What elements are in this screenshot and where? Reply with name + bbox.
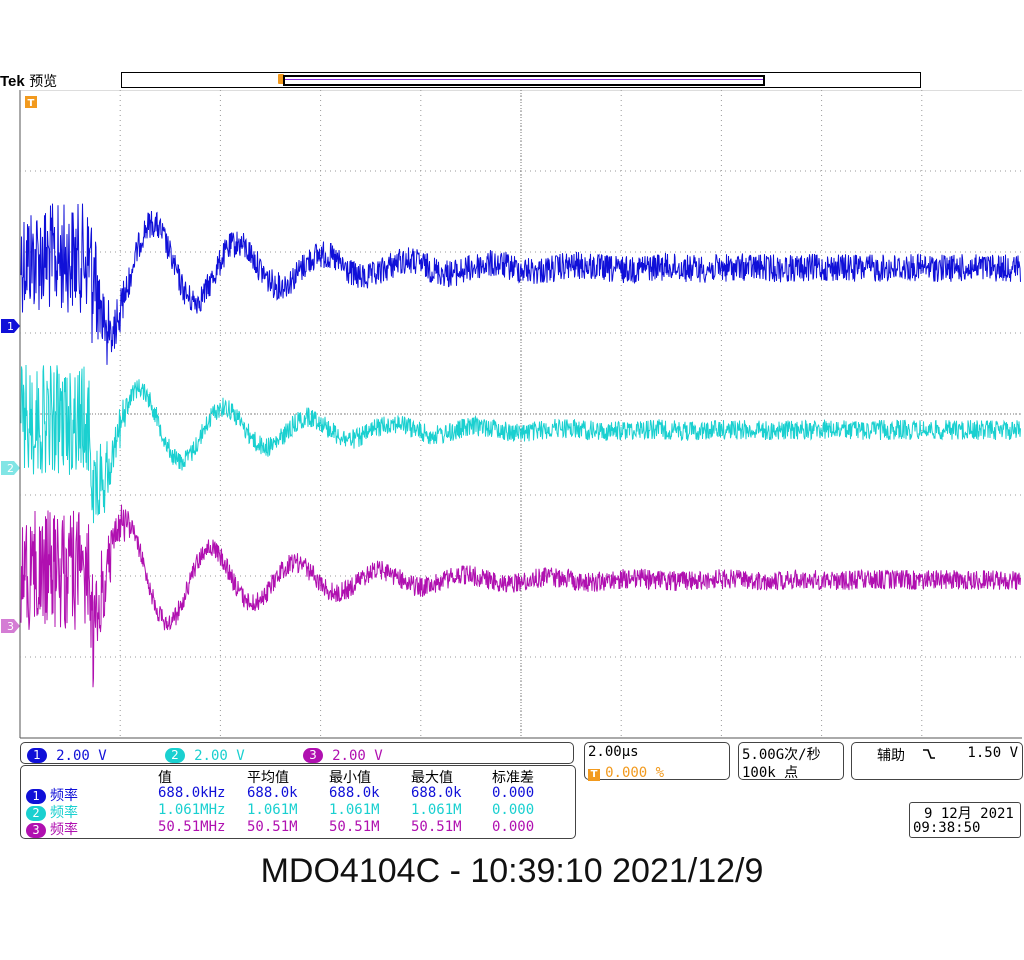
- channel-markers: 1 2 3 T: [1, 96, 37, 633]
- trigger-position-icon: [278, 74, 284, 84]
- acquisition-panel[interactable]: 5.00G次/秒 100k 点: [738, 742, 844, 781]
- ch2-scale[interactable]: 2 2.00 V: [165, 745, 245, 764]
- ch1-waveform: [20, 203, 1021, 365]
- measurement-header-row: 值 平均值 最小值 最大值 标准差: [21, 767, 575, 786]
- trigger-point-label: T: [28, 98, 35, 109]
- channel-scale-bar: 1 2.00 V 2 2.00 V 3 2.00 V: [20, 742, 574, 764]
- acquisition-mode: 预览: [29, 74, 58, 90]
- trigger-t-icon: T: [588, 769, 600, 781]
- ch3-waveform: [20, 504, 1021, 688]
- datetime-display: 9 12月 2021 09:38:50: [909, 802, 1021, 838]
- ch2-badge: 2: [165, 748, 185, 763]
- ch2-marker-label: 2: [7, 462, 14, 475]
- measurement-row[interactable]: 3 频率 50.51MHz 50.51M 50.51M 50.51M 0.000: [21, 819, 575, 838]
- ch3-scale[interactable]: 3 2.00 V: [303, 745, 383, 764]
- ch2-waveform: [20, 364, 1021, 524]
- timebase-panel[interactable]: 2.00µs T 0.000 %: [584, 742, 730, 781]
- ch3-marker-label: 3: [7, 620, 14, 633]
- measurement-row[interactable]: 1 频率 688.0kHz 688.0k 688.0k 688.0k 0.000: [21, 785, 575, 804]
- top-status-bar: Tek 预览: [0, 68, 1024, 90]
- ch1-ground-marker[interactable]: 1: [1, 319, 20, 333]
- measurement-row[interactable]: 2 频率 1.061MHz 1.061M 1.061M 1.061M 0.000: [21, 802, 575, 821]
- falling-edge-icon: [923, 749, 935, 759]
- trigger-level: 1.50 V: [967, 745, 1018, 761]
- ch3-ground-marker[interactable]: 3: [1, 619, 20, 633]
- header-value: 值: [158, 770, 172, 786]
- sample-rate: 5.00G次/秒: [742, 747, 821, 763]
- waveform-display[interactable]: 1 2 3 T: [0, 90, 1024, 740]
- trigger-source: 辅助: [877, 748, 905, 764]
- record-view-window[interactable]: [283, 75, 765, 86]
- record-overview-bar[interactable]: [121, 72, 921, 88]
- ch1-badge: 1: [27, 748, 47, 763]
- ch2-ground-marker[interactable]: 2: [1, 461, 20, 475]
- header-mean: 平均值: [247, 770, 289, 786]
- ch3-badge: 3: [26, 822, 46, 838]
- capture-caption: MDO4104C - 10:39:10 2021/12/9: [260, 852, 764, 890]
- graticule-grid: [19, 90, 1022, 739]
- ch1-scale[interactable]: 1 2.00 V: [27, 745, 107, 764]
- trigger-position: T 0.000 %: [588, 762, 664, 781]
- date-label: 9 12月 2021: [924, 806, 1014, 822]
- ch2-badge: 2: [26, 805, 46, 821]
- record-length: 100k 点: [742, 765, 799, 781]
- time-per-division: 2.00µs: [588, 744, 639, 760]
- ch3-badge: 3: [303, 748, 323, 763]
- header-max: 最大值: [411, 770, 453, 786]
- time-label: 09:38:50: [913, 820, 981, 836]
- brand-label: Tek 预览: [0, 73, 58, 90]
- trigger-point-icon[interactable]: T: [25, 96, 37, 109]
- ch1-marker-label: 1: [7, 320, 14, 333]
- header-min: 最小值: [329, 770, 371, 786]
- ch1-badge: 1: [26, 788, 46, 804]
- trigger-panel[interactable]: 辅助 1.50 V: [851, 742, 1023, 780]
- header-std: 标准差: [492, 770, 534, 786]
- measurement-table: 值 平均值 最小值 最大值 标准差 1 频率 688.0kHz 688.0k 68…: [20, 765, 576, 839]
- waveform-traces: [20, 203, 1021, 688]
